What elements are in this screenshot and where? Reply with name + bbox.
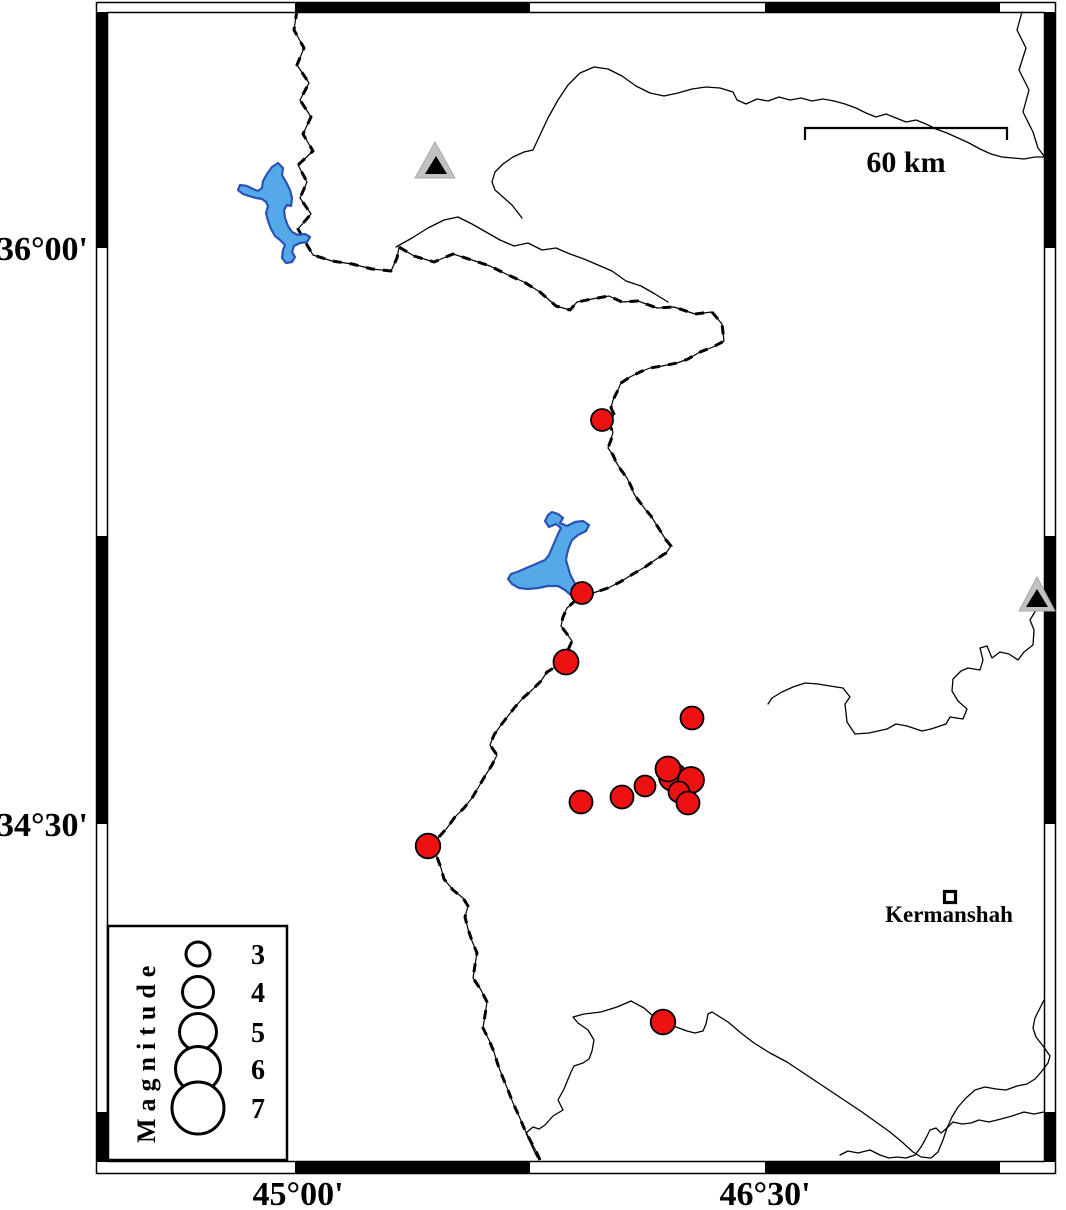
river-border-junction: [395, 216, 669, 303]
river-lines: [395, 11, 1051, 1159]
legend-label-mag-6: 6: [251, 1055, 265, 1086]
earthquake-marker: [633, 774, 657, 798]
map-frame: [95, 1, 1057, 1175]
city-square-icon: [942, 889, 958, 905]
legend-label-mag-3: 3: [251, 940, 265, 971]
earthquake-marker: [570, 581, 594, 605]
lakes: [236, 161, 591, 605]
earthquake-marker: [609, 784, 635, 810]
earthquake-marker: [679, 705, 705, 731]
earthquake-marker: [675, 790, 701, 816]
river-north: [491, 66, 1045, 219]
legend-circle-mag-4: [181, 975, 215, 1009]
lake-central: [506, 510, 591, 605]
earthquake-marker: [414, 832, 442, 860]
river-south: [525, 999, 1051, 1159]
legend-label-mag-5: 5: [251, 1018, 265, 1049]
lat-label-34-30: 34°30': [0, 807, 88, 844]
frame-segment: [1044, 1112, 1056, 1162]
lon-label-45: 45°00': [252, 1176, 343, 1210]
lon-label-46-30: 46°30': [719, 1176, 810, 1210]
river-east: [767, 599, 1045, 735]
scale-bar: 60 km: [803, 126, 1009, 179]
frame-segment: [1044, 12, 1056, 248]
lat-label-36: 36°00': [0, 231, 88, 268]
triangle-inner-icon: [425, 156, 447, 174]
legend-title: Magnitude: [132, 959, 161, 1143]
legend-circle-mag-7: [170, 1080, 226, 1136]
triangle-markers: [414, 140, 1056, 612]
frame-segment: [295, 2, 530, 13]
earthquake-marker: [654, 755, 682, 783]
earthquake-marker: [552, 648, 580, 676]
country-border: [292, 9, 726, 1161]
triangle-marker-east: [1018, 575, 1056, 612]
legend-label-mag-4: 4: [251, 978, 265, 1009]
frame-segment: [96, 12, 108, 248]
frame-segment: [765, 1161, 1000, 1174]
legend-circle-mag-5: [178, 1012, 218, 1052]
frame-segment: [295, 1161, 530, 1174]
legend-label-mag-7: 7: [251, 1094, 265, 1125]
city-kermanshah: Kermanshah: [885, 889, 1013, 927]
frame-segment: [96, 1112, 108, 1162]
frame-segment: [765, 2, 1000, 13]
lake-northwest: [236, 161, 312, 265]
scale-bar-label: 60 km: [866, 146, 945, 179]
frame-segment: [1044, 536, 1056, 824]
triangle-inner-icon: [1026, 589, 1048, 607]
city-label: Kermanshah: [885, 902, 1013, 927]
legend-circle-mag-3: [184, 940, 212, 968]
river-northeast-branch: [1016, 11, 1045, 157]
earthquake-layer: [414, 408, 705, 1036]
frame-segment: [96, 536, 108, 824]
earthquake-marker: [649, 1008, 677, 1036]
magnitude-legend: Magnitude 3 4 5 6 7: [106, 924, 289, 1162]
earthquake-marker: [590, 408, 614, 432]
scale-bar-line: [803, 126, 1009, 140]
earthquake-marker: [568, 789, 594, 815]
triangle-marker-northwest: [414, 140, 456, 179]
axis-labels: 36°00' 34°30' 45°00' 46°30': [0, 231, 811, 1210]
legend-rows: 3 4 5 6 7: [170, 940, 265, 1136]
country-border-dashed: [292, 9, 726, 1161]
river-bottom: [839, 1111, 1045, 1159]
